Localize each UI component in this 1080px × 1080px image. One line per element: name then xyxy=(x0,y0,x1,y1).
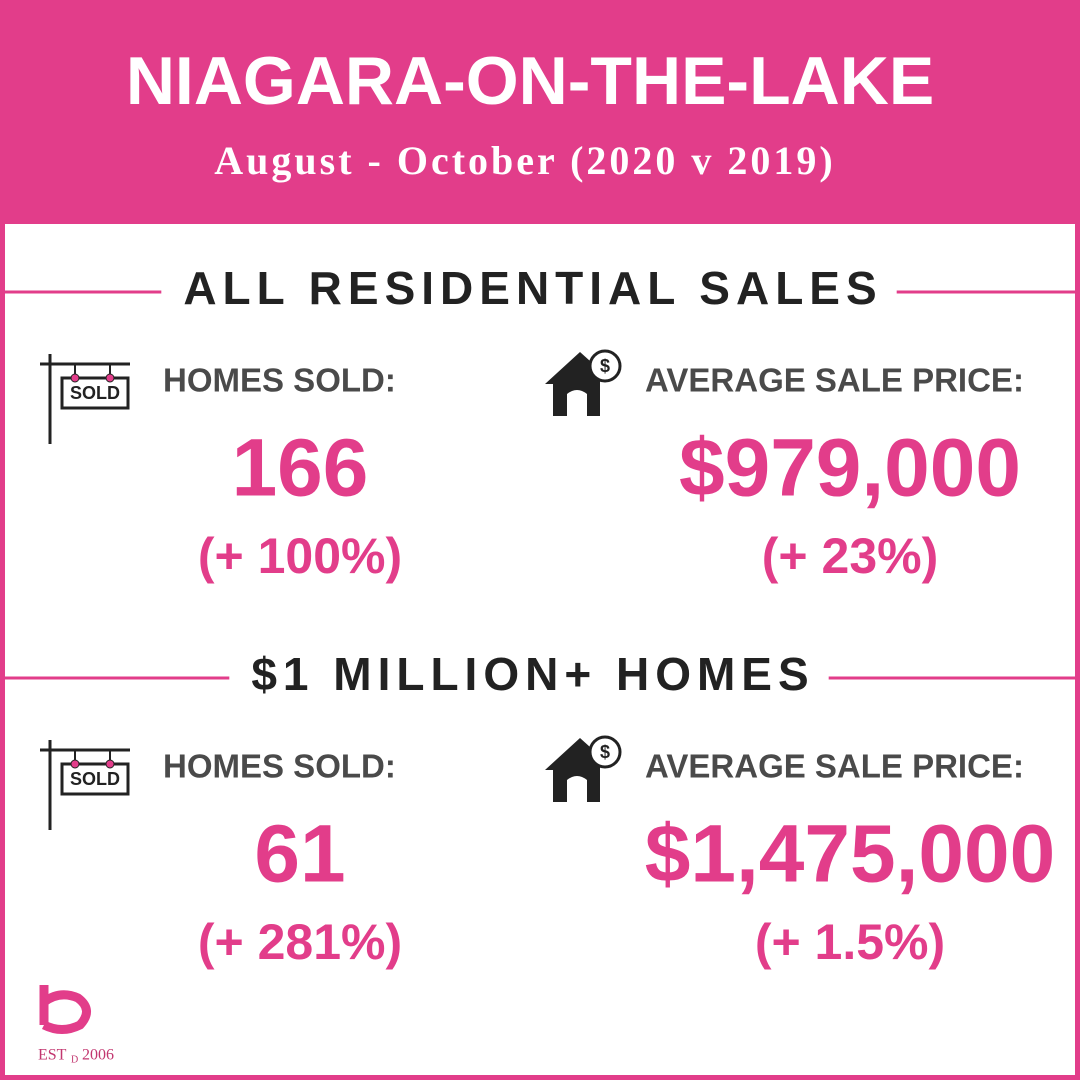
sign-dot xyxy=(70,373,80,383)
stat-value: 166 xyxy=(232,423,369,514)
subtitle: August - October (2020 v 2019) xyxy=(214,138,835,183)
logo-d: D xyxy=(71,1054,78,1065)
sign-text: SOLD xyxy=(70,769,120,789)
logo-year: 2006 xyxy=(82,1047,114,1064)
coin xyxy=(588,735,622,769)
content-area xyxy=(5,224,1075,1075)
sign-post xyxy=(40,740,130,830)
sign-dot xyxy=(105,759,115,769)
stat-value: 61 xyxy=(254,809,345,900)
house-door xyxy=(567,776,587,802)
coin-symbol: $ xyxy=(600,356,610,376)
coin xyxy=(588,349,622,383)
stat-change: (+ 1.5%) xyxy=(755,914,945,970)
stat-label: HOMES SOLD: xyxy=(163,362,396,399)
stat-change: (+ 281%) xyxy=(198,914,402,970)
sign-post xyxy=(40,354,130,444)
sign-text: SOLD xyxy=(70,383,120,403)
coin-symbol: $ xyxy=(600,742,610,762)
sign-board xyxy=(60,376,130,410)
stat-label: HOMES SOLD: xyxy=(163,748,396,785)
stat-label: AVERAGE SALE PRICE: xyxy=(645,748,1024,785)
icon: $ xyxy=(545,349,622,416)
stat-label: AVERAGE SALE PRICE: xyxy=(645,362,1024,399)
title: NIAGARA-ON-THE-LAKE xyxy=(126,43,934,119)
stat-value: $1,475,000 xyxy=(645,809,1055,900)
house-door xyxy=(567,390,587,416)
section-heading: ALL RESIDENTIAL SALES xyxy=(183,262,882,314)
logo-mark xyxy=(39,985,91,1034)
logo: EST D 2006 xyxy=(38,985,114,1065)
sign-dot xyxy=(70,759,80,769)
sign-dot xyxy=(105,373,115,383)
section-heading: $1 MILLION+ HOMES xyxy=(251,648,814,700)
stat-value: $979,000 xyxy=(679,423,1021,514)
logo-est: EST xyxy=(38,1047,67,1064)
icon: SOLD xyxy=(40,354,130,444)
icon: $ xyxy=(545,735,622,802)
icon: SOLD xyxy=(40,740,130,830)
sign-board xyxy=(60,762,130,796)
stat-change: (+ 23%) xyxy=(762,528,938,584)
stat-change: (+ 100%) xyxy=(198,528,402,584)
